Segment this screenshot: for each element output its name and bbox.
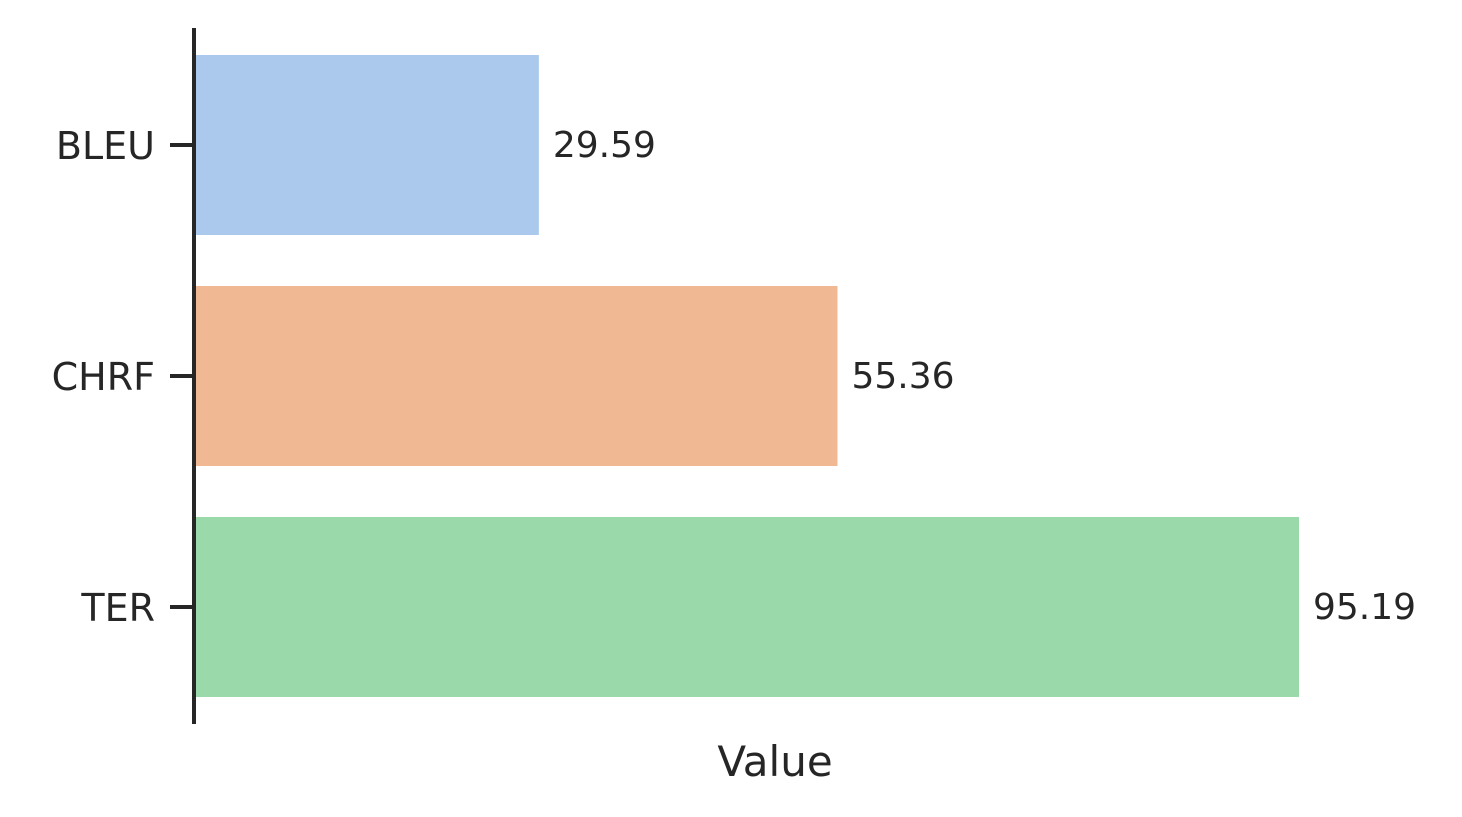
x-axis-label: Value — [717, 737, 832, 786]
y-tick-label-chrf: CHRF — [52, 355, 155, 399]
y-axis-ticks: BLEU CHRF TER — [52, 124, 194, 630]
bar-bleu — [196, 55, 539, 235]
bars-layer: 29.59 55.36 95.19 — [196, 55, 1416, 697]
bar-chrf — [196, 286, 838, 466]
y-tick-label-ter: TER — [80, 586, 155, 630]
y-tick-label-bleu: BLEU — [56, 124, 155, 168]
bar-ter — [196, 517, 1299, 697]
data-label-ter: 95.19 — [1313, 587, 1416, 628]
data-label-bleu: 29.59 — [553, 125, 656, 166]
data-label-chrf: 55.36 — [851, 356, 954, 397]
